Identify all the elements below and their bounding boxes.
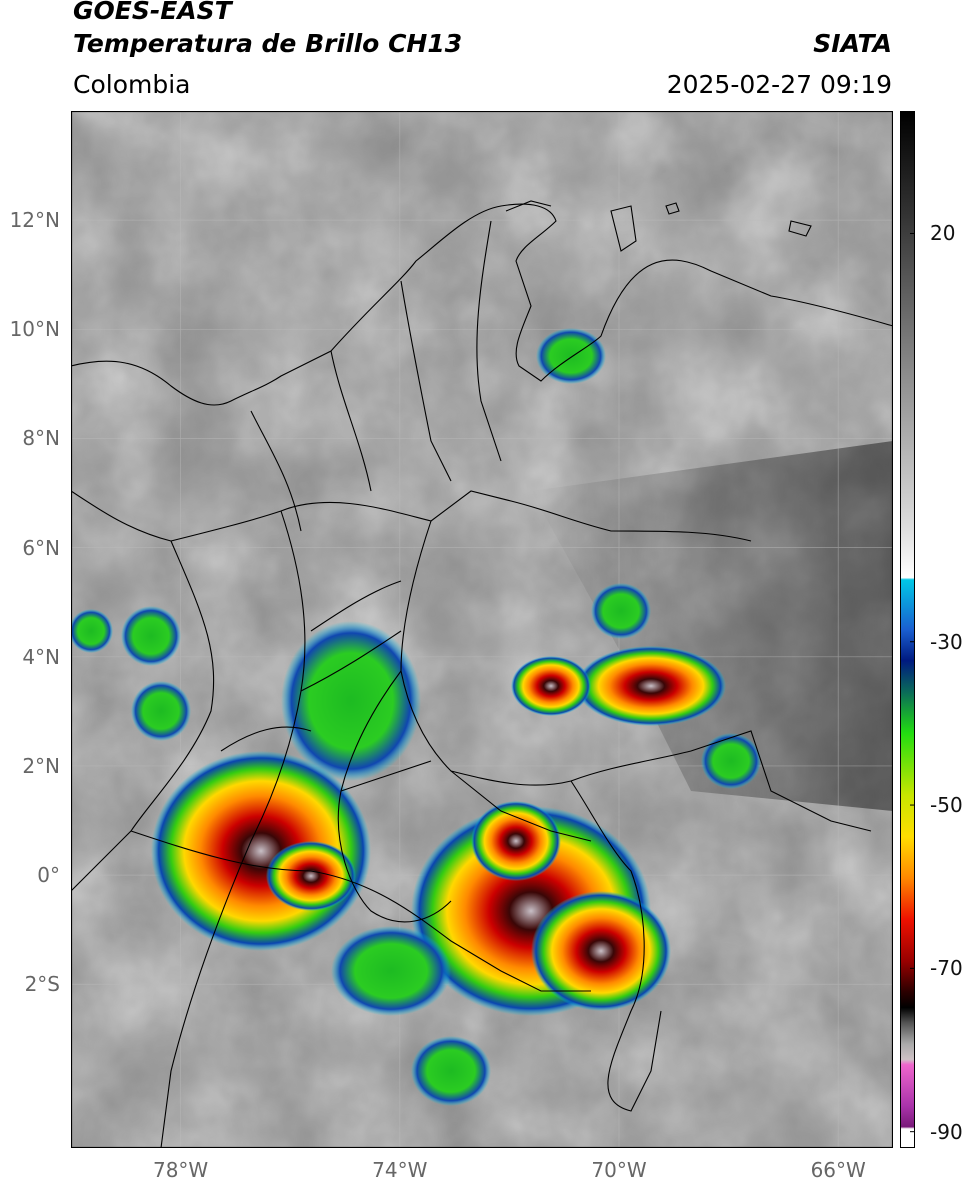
satellite-title: GOES-EAST [73, 0, 232, 25]
map-frame [71, 111, 893, 1148]
lat-tick-label: 8°N [22, 426, 60, 451]
lat-tick-label: 12°N [9, 208, 60, 233]
source-label: SIATA [813, 29, 892, 58]
lon-tick-label: 70°W [591, 1158, 647, 1182]
colorbar-tick-label: 20 [930, 221, 956, 246]
lat-tick-label: 2°N [22, 753, 60, 778]
region-label: Colombia [73, 70, 191, 99]
lon-tick-label: 78°W [152, 1158, 209, 1182]
lon-tick-label: 66°W [810, 1158, 866, 1182]
timestamp-label: 2025-02-27 09:19 [666, 70, 892, 99]
lon-tick-label: 74°W [372, 1158, 428, 1182]
lat-tick-label: 0° [37, 863, 60, 888]
colorbar-tick-label: -30 [930, 629, 963, 654]
lat-tick-label: 4°N [22, 644, 60, 669]
lat-tick-label: 2°S [24, 972, 60, 997]
colorbar [900, 111, 915, 1148]
coastlines-borders [71, 200, 893, 1148]
dark-clear-region [531, 441, 893, 811]
colorbar-tick-label: -50 [930, 793, 963, 818]
product-title: Temperatura de Brillo CH13 [73, 29, 463, 58]
satellite-map [71, 111, 893, 1148]
lat-tick-label: 6°N [22, 535, 60, 560]
colorbar-tick-label: -70 [930, 956, 963, 981]
lat-tick-label: 10°N [9, 317, 60, 342]
colorbar-tick-label: -90 [930, 1119, 963, 1144]
